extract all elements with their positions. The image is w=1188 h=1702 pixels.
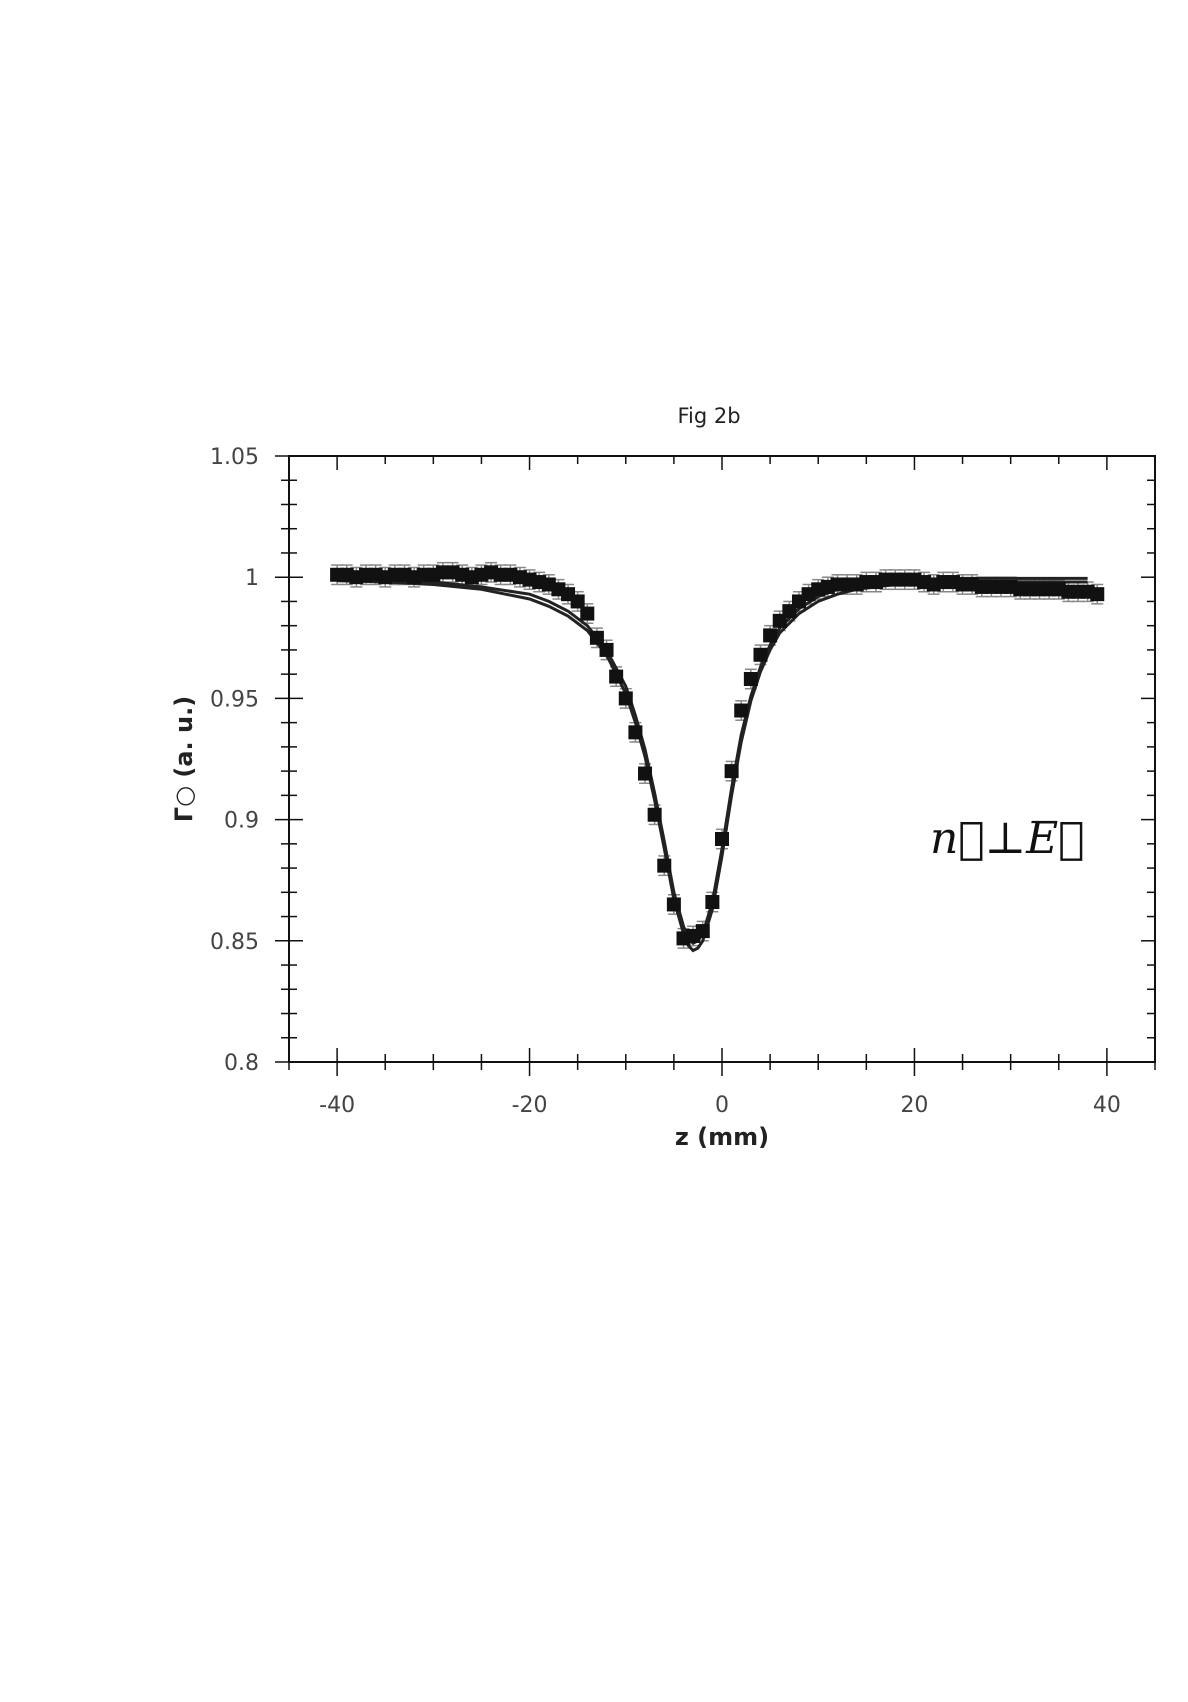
chart-title: Fig 2b (677, 404, 740, 428)
data-point (763, 628, 778, 643)
data-markers (330, 565, 1105, 946)
plot-frame (288, 455, 1156, 1063)
y-tick-label: 0.85 (210, 930, 259, 955)
data-point (589, 630, 604, 645)
y-tick-label: 1.05 (210, 445, 259, 470)
data-point (753, 647, 768, 662)
data-point (734, 703, 749, 718)
orientation-annotation: n⃗⊥E⃗ (930, 813, 1085, 864)
data-point (666, 897, 681, 912)
x-axis-title: z (mm) (675, 1123, 769, 1151)
x-axis-ticks: -40 -20 0 20 40 (288, 456, 1156, 1118)
data-point (647, 807, 662, 822)
x-tick-label: -40 (319, 1093, 355, 1118)
y-tick-label: 0.95 (210, 687, 259, 712)
data-point (628, 725, 643, 740)
y-tick-label: 1 (245, 566, 259, 591)
data-point (618, 691, 633, 706)
x-tick-label: 0 (715, 1093, 729, 1118)
data-point (609, 669, 624, 684)
data-point (570, 594, 585, 609)
data-point (715, 831, 729, 846)
x-tick-label: -20 (512, 1093, 548, 1118)
data-point (724, 764, 739, 779)
y-tick-label: 0.8 (224, 1051, 259, 1076)
data-point (1090, 587, 1105, 602)
fit-curves (337, 576, 1088, 953)
x-tick-label: 40 (1093, 1093, 1121, 1118)
data-point (580, 606, 595, 621)
data-point (705, 895, 720, 910)
data-point (695, 924, 710, 939)
data-point (638, 766, 653, 781)
fit-curve (337, 576, 1088, 946)
data-point (599, 642, 614, 657)
x-tick-label: 20 (900, 1093, 928, 1118)
data-point (657, 858, 672, 873)
data-point (743, 672, 758, 687)
y-axis-ticks: 0.8 0.85 0.9 0.95 1 1.05 (210, 445, 1155, 1076)
y-axis-title: Γ○ (a. u.) (170, 696, 198, 822)
y-tick-label: 0.9 (224, 809, 259, 834)
